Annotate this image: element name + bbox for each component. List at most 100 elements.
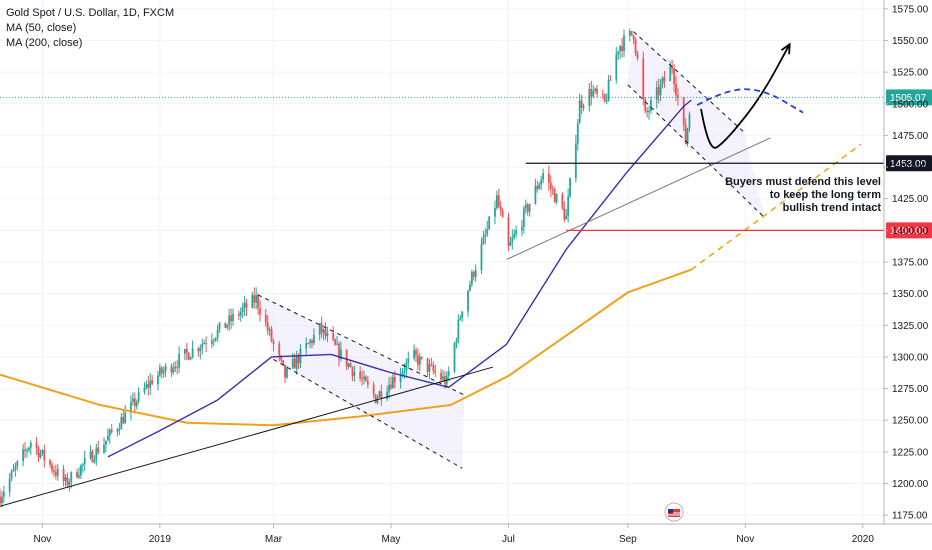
candle-body [106,435,109,441]
candle-body [553,189,556,203]
candle-body [359,371,362,379]
x-tick-label: Jul [502,534,515,545]
candle-body [53,470,55,472]
candle-body [149,380,152,388]
legend-ma50[interactable]: MA (50, close) [6,22,77,34]
candle-body [353,371,356,376]
x-tick-label: Nov [736,534,754,545]
y-tick-label: 1250.00 [892,416,929,427]
candle-body [615,54,618,80]
candle-body [393,377,396,382]
candle-body [646,110,649,113]
candle-body [151,380,154,385]
y-tick-label: 1275.00 [892,384,929,395]
candle-body [297,355,300,364]
candle-body [201,344,204,349]
candle-body [8,478,11,492]
y-tick-label: 1375.00 [892,258,929,269]
candle-body [596,88,598,94]
legend-ma200[interactable]: MA (200, close) [6,37,83,49]
candle-body [24,449,26,451]
candle-body [214,337,217,340]
candle-body [480,244,483,270]
candle-body [216,329,219,338]
y-tick-label: 1350.00 [892,289,929,300]
candle-body [669,66,672,82]
candle-body [426,358,429,372]
candle-body [484,234,487,237]
candle-body [497,195,500,207]
candle-body [131,398,134,403]
candle-body [135,401,138,407]
candle-body [293,358,296,369]
candle-body [430,364,433,366]
candle-body [122,417,125,424]
candle-body [659,84,662,96]
candle-body [97,447,100,453]
candle-body [68,481,71,486]
x-tick-label: Nov [33,534,51,545]
candle-body [338,343,340,359]
candle-body [145,384,148,389]
candle-body [0,496,1,504]
candle-body [35,442,38,448]
trendline-1 [506,137,771,260]
candle-body [507,217,510,246]
candle-body [621,46,623,51]
ma200-line [0,268,692,427]
candle-body [474,269,477,277]
candle-body [542,173,545,180]
candle-body [636,52,639,59]
candle-body [594,88,597,92]
candle-body [83,457,86,464]
candle-body [501,210,504,218]
candle-body [555,194,558,203]
candle-body [210,340,213,345]
ma200-projection [690,143,862,271]
moving-averages [0,99,862,458]
candle-body [580,100,583,108]
price-tag-1505.07 [886,89,932,106]
candle-body [494,207,496,217]
candle-body [158,367,161,376]
candle-body [12,469,15,472]
candle-body [418,356,421,365]
candle-body [453,343,456,372]
candle-body [374,394,377,403]
candle-body [280,355,283,361]
price-tag-1400.00 [886,222,932,239]
candle-body [540,179,543,185]
candle-body [634,39,637,53]
candle-body [472,271,475,277]
candle-body [205,343,207,345]
candle-body [567,196,570,216]
x-tick-label: May [382,534,401,545]
candle-body [605,100,608,102]
candle-body [81,463,84,466]
candle-body [51,464,53,471]
candle-body [264,314,267,323]
candle-body [282,360,285,365]
candle-body [334,339,337,345]
legend-symbol[interactable]: Gold Spot / U.S. Dollar, 1D, FXCM [6,7,175,19]
candle-body [461,311,464,319]
candle-body [278,343,281,356]
candle-body [351,367,354,376]
candle-body [54,471,57,476]
candle-body [157,375,159,385]
candle-body [428,364,431,372]
price-tag-text: 1505.07 [890,93,927,104]
candle-body [120,417,123,430]
candle-body [162,370,165,374]
price-tag-text: 1400.00 [890,226,927,237]
candle-body [578,100,581,124]
candle-body [561,194,564,208]
candle-body [108,429,111,436]
candle-body [79,465,82,476]
candle-body [469,284,471,291]
candle-body [183,348,186,354]
candle-body [203,343,206,345]
candle-body [130,402,132,413]
candle-body [601,93,604,95]
